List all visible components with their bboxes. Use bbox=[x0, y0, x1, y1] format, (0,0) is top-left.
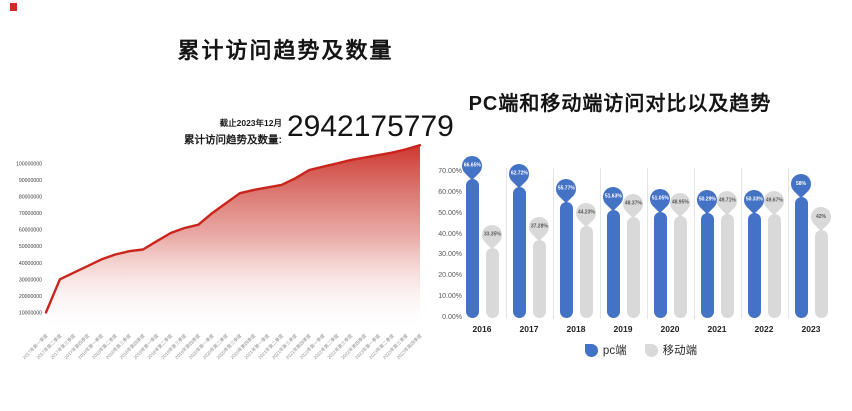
pin-value-label: 44.23% bbox=[577, 209, 595, 216]
pin-value-label: 49.67% bbox=[765, 198, 783, 205]
mobile-value-pin: 48.95% bbox=[665, 188, 695, 218]
stat-label-block: 截止2023年12月 累计访问趋势及数量: bbox=[140, 117, 282, 147]
year-separator-line bbox=[505, 168, 507, 319]
year-separator-line bbox=[599, 168, 601, 319]
pc-mobile-chart: pc端 移动端 0.00% 10.00% 20.00% 30.00% 40.00% 50.… bbox=[430, 151, 852, 402]
y-tick-label: 50000000 bbox=[19, 244, 42, 250]
pc-legend-marker-icon bbox=[584, 343, 598, 357]
stat-value: 2942175779 bbox=[287, 110, 454, 143]
legend-label-pc: pc端 bbox=[602, 345, 627, 357]
mobile-bar bbox=[532, 240, 546, 318]
pc-bar bbox=[559, 201, 573, 318]
y-axis-labels: 10000000 20000000 30000000 40000000 50000000… bbox=[16, 161, 42, 316]
pc-bar bbox=[512, 187, 526, 318]
pin-value-label: 50.29% bbox=[698, 197, 716, 204]
mobile-bar bbox=[673, 215, 687, 318]
pc-value-pin: 66.65% bbox=[457, 151, 487, 181]
pin-value-label: 51.05% bbox=[651, 195, 669, 202]
year-separator-line bbox=[552, 168, 554, 319]
pc-bar bbox=[794, 197, 808, 318]
year-label: 2016 bbox=[472, 324, 492, 334]
pc-bar bbox=[747, 213, 761, 318]
y-axis-tick-label: 50.00% bbox=[438, 209, 462, 217]
mobile-value-pin: 49.67% bbox=[759, 187, 789, 216]
year-label: 2020 bbox=[660, 324, 680, 334]
mobile-value-pin: 49.71% bbox=[712, 187, 742, 216]
year-label: 2022 bbox=[754, 324, 774, 334]
pin-value-label: 50.33% bbox=[745, 197, 763, 204]
area-fill bbox=[46, 145, 420, 329]
mobile-legend-marker-icon bbox=[644, 343, 658, 357]
pc-bar bbox=[465, 178, 479, 318]
mobile-bar bbox=[767, 214, 781, 318]
y-tick-label: 40000000 bbox=[19, 261, 42, 267]
pin-value-label: 58% bbox=[795, 181, 807, 188]
y-tick-label: 90000000 bbox=[19, 178, 42, 184]
year-separator-line bbox=[646, 168, 648, 319]
asof-label: 截止2023年12月 bbox=[219, 118, 282, 128]
logo-mark bbox=[10, 3, 17, 11]
y-tick-label: 70000000 bbox=[19, 211, 42, 217]
left-chart-title: 累计访问趋势及数量 bbox=[177, 38, 394, 63]
mobile-bar bbox=[720, 214, 734, 318]
year-separator-line bbox=[693, 168, 695, 319]
pin-value-label: 37.28% bbox=[530, 224, 548, 231]
pin-value-label: 33.35% bbox=[483, 232, 501, 239]
year-label: 2018 bbox=[566, 324, 586, 334]
year-label: 2019 bbox=[613, 324, 633, 334]
stat-label: 累计访问趋势及数量: bbox=[184, 134, 282, 146]
x-axis-labels: 2017年第一季度2017年第二季度2017年第三季度2017年第四季度2018… bbox=[21, 332, 424, 361]
legend-item-mobile: 移动端 bbox=[644, 342, 698, 358]
year-separator-line bbox=[787, 168, 789, 319]
y-tick-label: 60000000 bbox=[19, 228, 42, 234]
pin-value-label: 55.77% bbox=[557, 185, 575, 192]
year-label: 2017 bbox=[519, 324, 539, 334]
pc-value-pin: 55.77% bbox=[551, 174, 581, 203]
mobile-value-pin: 37.28% bbox=[524, 213, 554, 242]
mobile-value-pin: 42% bbox=[806, 203, 836, 232]
y-tick-label: 80000000 bbox=[19, 195, 42, 201]
y-axis-tick-label: 30.00% bbox=[438, 251, 462, 259]
area-line bbox=[44, 143, 422, 314]
pin-value-label: 66.65% bbox=[463, 163, 481, 169]
legend-item-pc: pc端 bbox=[584, 342, 627, 358]
y-tick-label: 20000000 bbox=[19, 294, 42, 300]
mobile-value-pin: 33.35% bbox=[477, 221, 507, 250]
y-axis-tick-label: 60.00% bbox=[438, 188, 462, 196]
y-tick-label: 30000000 bbox=[19, 277, 42, 283]
right-chart-title: PC端和移动端访问对比以及趋势 bbox=[468, 93, 772, 115]
y-axis-tick-label: 10.00% bbox=[438, 293, 462, 301]
mobile-bar bbox=[626, 217, 640, 318]
mobile-value-pin: 44.23% bbox=[571, 198, 601, 227]
y-axis-tick-label: 0.00% bbox=[442, 314, 462, 321]
pin-value-label: 62.72% bbox=[510, 171, 528, 178]
mobile-bar bbox=[814, 230, 828, 318]
pin-value-label: 49.71% bbox=[718, 198, 736, 205]
y-tick-label: 100000000 bbox=[16, 161, 42, 167]
year-label: 2021 bbox=[707, 324, 727, 334]
legend-label-mobile: 移动端 bbox=[662, 345, 698, 357]
pin-value-label: 48.95% bbox=[671, 199, 689, 206]
y-axis-tick-label: 70.00% bbox=[438, 168, 462, 175]
pc-value-pin: 58% bbox=[786, 169, 816, 199]
chart-legend: pc端 移动端 bbox=[430, 342, 852, 358]
pc-value-pin: 62.72% bbox=[504, 160, 534, 189]
pc-bar bbox=[606, 210, 620, 318]
cumulative-area-chart: 10000000 20000000 30000000 40000000 50000000… bbox=[16, 143, 424, 361]
pin-value-label: 48.37% bbox=[624, 201, 642, 208]
x-tick-label: 2023年第四季度 bbox=[395, 332, 424, 361]
pc-bar bbox=[653, 211, 667, 318]
y-tick-label: 10000000 bbox=[19, 310, 42, 316]
mobile-bar bbox=[579, 225, 593, 318]
pin-value-label: 51.63% bbox=[604, 194, 622, 201]
y-axis-tick-label: 40.00% bbox=[438, 230, 462, 238]
mobile-bar bbox=[485, 248, 499, 318]
pc-bar bbox=[700, 213, 714, 318]
pin-value-label: 42% bbox=[815, 214, 827, 221]
y-axis-tick-label: 20.00% bbox=[438, 272, 462, 280]
year-separator-line bbox=[740, 168, 742, 319]
year-label: 2023 bbox=[801, 324, 821, 334]
